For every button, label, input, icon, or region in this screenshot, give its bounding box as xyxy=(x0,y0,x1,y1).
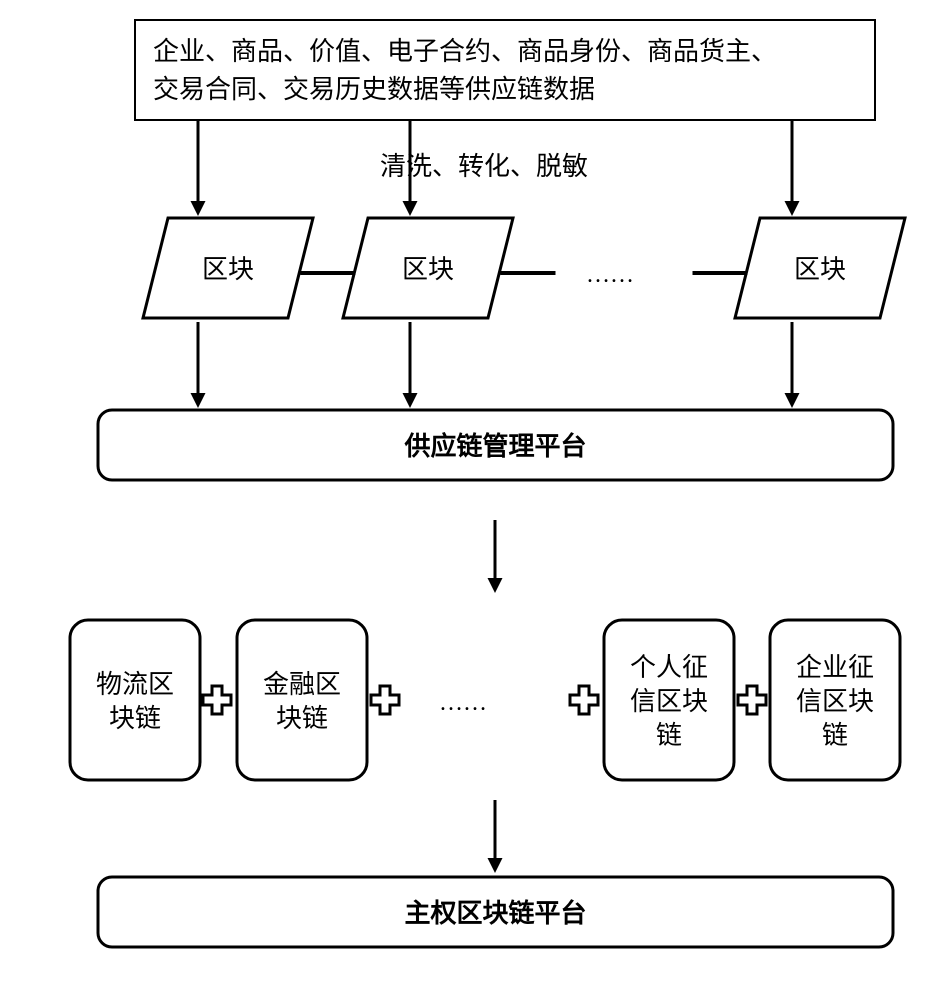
block-label-1: 区块 xyxy=(402,255,454,284)
chain-box-2: 个人征信区块链 xyxy=(604,620,734,780)
top-box-line2: 交易合同、交易历史数据等供应链数据 xyxy=(153,75,595,104)
chain-box-3: 企业征信区块链 xyxy=(770,620,900,780)
plus-icon-1 xyxy=(371,686,399,714)
chain-box-2-line-2: 链 xyxy=(656,721,682,750)
chain-box-1-line-0: 金融区 xyxy=(263,670,341,699)
chain-box-3-line-1: 信区块 xyxy=(796,687,874,716)
platform1-label: 供应链管理平台 xyxy=(403,431,586,461)
chain-row-ellipsis: …… xyxy=(439,690,487,716)
block-node-1: 区块 xyxy=(343,218,513,318)
supply-chain-data-box: 企业、商品、价值、电子合约、商品身份、商品货主、交易合同、交易历史数据等供应链数… xyxy=(135,20,875,120)
top-box-line1: 企业、商品、价值、电子合约、商品身份、商品货主、 xyxy=(153,37,777,66)
chain-box-1-line-1: 块链 xyxy=(276,704,328,733)
chain-box-1: 金融区块链 xyxy=(237,620,367,780)
sovereign-blockchain-platform-box: 主权区块链平台 xyxy=(98,877,893,947)
block-label-0: 区块 xyxy=(202,255,254,284)
block-ellipsis: …… xyxy=(586,262,634,288)
chain-box-0: 物流区块链 xyxy=(70,620,200,780)
chain-box-2-line-1: 信区块 xyxy=(630,687,708,716)
chain-box-0-line-1: 块链 xyxy=(109,704,161,733)
plus-icon-2 xyxy=(570,686,598,714)
block-label-2: 区块 xyxy=(794,255,846,284)
chain-box-0-line-0: 物流区 xyxy=(96,670,174,699)
platform2-label: 主权区块链平台 xyxy=(404,898,586,928)
chain-box-3-line-2: 链 xyxy=(822,721,848,750)
chain-box-3-line-0: 企业征 xyxy=(796,653,874,682)
plus-icon-0 xyxy=(203,686,231,714)
block-node-0: 区块 xyxy=(143,218,313,318)
supply-chain-platform-box: 供应链管理平台 xyxy=(98,410,893,480)
block-node-2: 区块 xyxy=(735,218,905,318)
chain-box-2-line-0: 个人征 xyxy=(630,653,708,682)
plus-icon-3 xyxy=(738,686,766,714)
